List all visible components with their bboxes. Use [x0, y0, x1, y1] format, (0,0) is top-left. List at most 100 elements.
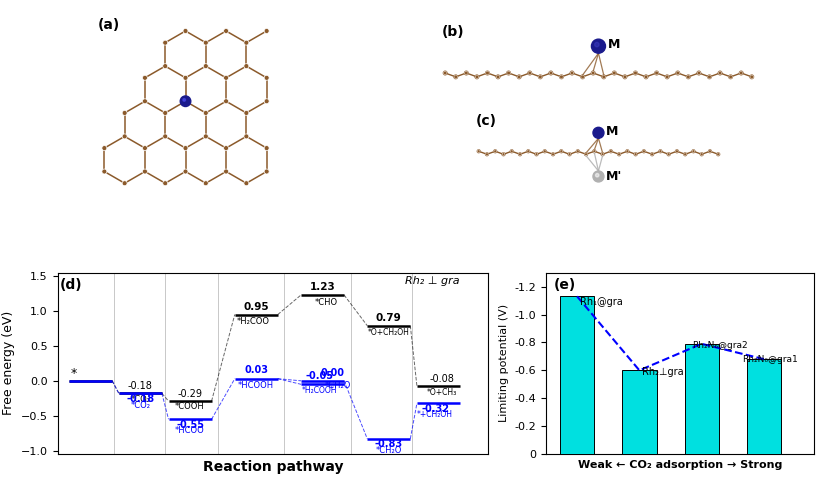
Circle shape	[623, 75, 626, 79]
Circle shape	[486, 153, 488, 156]
Text: -0.29: -0.29	[178, 389, 202, 399]
Circle shape	[264, 28, 269, 33]
Circle shape	[224, 146, 229, 151]
Circle shape	[527, 150, 529, 153]
Circle shape	[592, 39, 606, 53]
Bar	[685, 344, 718, 454]
Circle shape	[183, 169, 188, 174]
Text: M: M	[606, 125, 618, 138]
Circle shape	[224, 169, 229, 174]
Circle shape	[708, 75, 711, 79]
Circle shape	[666, 75, 669, 79]
Text: *: *	[71, 367, 77, 380]
Circle shape	[102, 169, 107, 174]
Circle shape	[667, 153, 670, 156]
Text: *COOH: *COOH	[175, 402, 205, 411]
Text: 1.23: 1.23	[310, 282, 335, 292]
Circle shape	[549, 71, 552, 75]
Circle shape	[244, 110, 249, 115]
Circle shape	[122, 181, 127, 186]
Circle shape	[595, 174, 599, 177]
Circle shape	[163, 64, 168, 68]
Text: -0.55: -0.55	[176, 420, 204, 430]
Circle shape	[591, 71, 595, 75]
Text: Rh₂⊥gra: Rh₂⊥gra	[643, 367, 684, 377]
Circle shape	[581, 75, 584, 79]
Circle shape	[163, 181, 168, 186]
Circle shape	[517, 75, 521, 79]
Circle shape	[684, 153, 686, 156]
Circle shape	[593, 150, 596, 153]
Circle shape	[163, 40, 168, 45]
Bar	[560, 296, 594, 454]
Text: (a): (a)	[98, 18, 120, 32]
Circle shape	[519, 153, 521, 156]
Circle shape	[264, 99, 269, 104]
Text: *HCOOH: *HCOOH	[238, 381, 275, 390]
Circle shape	[602, 75, 606, 79]
Circle shape	[496, 75, 500, 79]
Text: *+CH₂OH: *+CH₂OH	[418, 410, 453, 419]
Circle shape	[560, 150, 563, 153]
Circle shape	[454, 75, 458, 79]
Circle shape	[183, 28, 188, 33]
Circle shape	[183, 146, 188, 151]
Circle shape	[612, 71, 616, 75]
Text: 0.79: 0.79	[376, 313, 402, 323]
Circle shape	[709, 150, 711, 153]
Circle shape	[717, 153, 719, 156]
Circle shape	[244, 40, 249, 45]
Circle shape	[609, 150, 612, 153]
Y-axis label: Limiting potential (V): Limiting potential (V)	[499, 304, 509, 423]
Circle shape	[740, 71, 743, 75]
Circle shape	[264, 146, 269, 151]
Circle shape	[264, 75, 269, 80]
Text: *HCOO: *HCOO	[175, 426, 205, 435]
Circle shape	[244, 64, 249, 68]
Circle shape	[750, 75, 754, 79]
Circle shape	[651, 153, 653, 156]
Circle shape	[601, 153, 604, 156]
Circle shape	[244, 181, 249, 186]
Circle shape	[203, 40, 208, 45]
Circle shape	[475, 75, 478, 79]
Circle shape	[729, 75, 732, 79]
Circle shape	[676, 150, 678, 153]
Text: -0.32: -0.32	[421, 404, 449, 414]
Circle shape	[644, 75, 648, 79]
Circle shape	[102, 146, 107, 151]
Circle shape	[224, 99, 229, 104]
Circle shape	[568, 153, 571, 156]
Circle shape	[618, 153, 621, 156]
Circle shape	[535, 153, 538, 156]
Circle shape	[244, 134, 249, 139]
Circle shape	[163, 110, 168, 115]
Circle shape	[203, 110, 208, 115]
Text: (b): (b)	[442, 24, 464, 38]
Circle shape	[494, 150, 496, 153]
Circle shape	[538, 75, 542, 79]
Text: (d): (d)	[60, 278, 82, 292]
Text: *O+CH₃: *O+CH₃	[427, 388, 457, 397]
Circle shape	[142, 99, 147, 104]
Text: *H₂COOH: *H₂COOH	[302, 386, 337, 395]
Circle shape	[634, 71, 637, 75]
Circle shape	[576, 150, 580, 153]
Circle shape	[655, 71, 658, 75]
Text: Rh₁@gra: Rh₁@gra	[580, 297, 623, 307]
Circle shape	[552, 153, 554, 156]
Circle shape	[507, 71, 510, 75]
Text: M': M'	[606, 170, 621, 183]
Circle shape	[528, 71, 532, 75]
Circle shape	[635, 153, 637, 156]
Text: 0.03: 0.03	[244, 365, 268, 375]
X-axis label: Weak ← CO₂ adsorption → Strong: Weak ← CO₂ adsorption → Strong	[578, 460, 782, 470]
Bar	[622, 370, 657, 454]
Circle shape	[700, 153, 703, 156]
Circle shape	[478, 150, 480, 153]
Text: *CHO: *CHO	[314, 298, 337, 307]
Text: M: M	[607, 38, 620, 51]
Circle shape	[593, 171, 604, 182]
Circle shape	[163, 134, 168, 139]
Circle shape	[182, 99, 186, 101]
